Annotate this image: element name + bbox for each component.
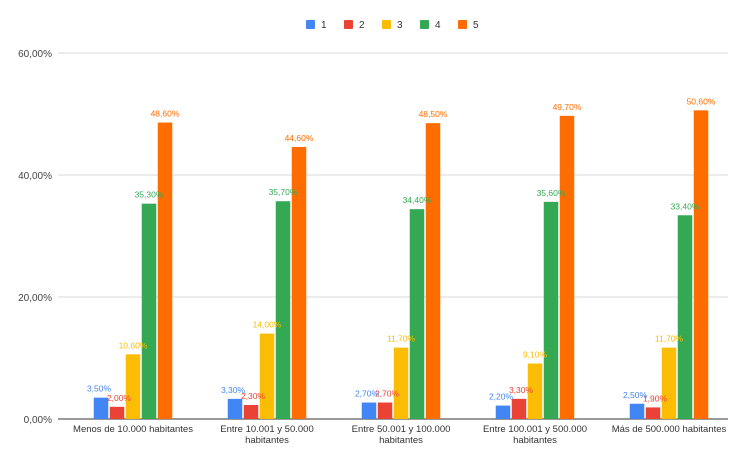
data-label: 2,00%: [107, 393, 132, 403]
bars: [93, 110, 709, 420]
data-label: 3,30%: [509, 385, 534, 395]
bar-series-4: [275, 201, 291, 419]
data-label: 1,90%: [643, 393, 668, 403]
bar-series-3: [259, 333, 275, 419]
data-label: 48,50%: [419, 109, 448, 119]
x-tick-label: Entre 50.001 y 100.000: [352, 424, 451, 435]
bar-series-5: [291, 146, 307, 419]
data-label: 11,70%: [655, 334, 684, 344]
data-label: 50,60%: [687, 96, 716, 106]
data-label: 33,40%: [671, 201, 700, 211]
bar-series-1: [93, 397, 109, 419]
data-label: 14,00%: [253, 320, 282, 330]
bar-series-4: [543, 201, 559, 419]
bar-series-2: [645, 407, 661, 419]
bar-series-3: [661, 347, 677, 419]
x-tick-label: habitantes: [245, 435, 289, 446]
y-tick-label: 0,00%: [24, 415, 52, 426]
legend-swatch: [382, 20, 391, 29]
bar-series-3: [527, 363, 543, 419]
data-label: 2,50%: [623, 390, 648, 400]
x-tick-label: Más de 500.000 habitantes: [612, 424, 727, 435]
bar-series-5: [157, 122, 173, 419]
data-label: 49,70%: [553, 102, 582, 112]
legend-label: 2: [359, 20, 365, 31]
bar-series-1: [227, 398, 243, 419]
bar-series-3: [125, 354, 141, 419]
bar-series-5: [559, 115, 575, 419]
bar-series-1: [495, 405, 511, 419]
data-label: 2,70%: [355, 389, 380, 399]
data-label: 48,60%: [151, 109, 180, 119]
legend-label: 4: [435, 20, 441, 31]
data-label: 11,70%: [387, 334, 416, 344]
x-tick-label: habitantes: [379, 435, 423, 446]
bar-series-2: [243, 404, 259, 419]
bar-series-5: [425, 123, 441, 420]
x-axis-tick-labels: Menos de 10.000 habitantes Entre 10.001 y…: [73, 424, 727, 446]
y-tick-label: 20,00%: [18, 293, 52, 304]
legend: 1 2 3 4 5: [306, 20, 479, 31]
bar-series-4: [409, 209, 425, 419]
data-label: 2,30%: [241, 391, 266, 401]
x-tick-label: Entre 10.001 y 50.000: [220, 424, 314, 435]
x-tick-label: Entre 100.001 y 500.000: [483, 424, 587, 435]
data-label: 9,10%: [523, 349, 548, 359]
data-labels: 3,50%2,00%10,60%35,30%48,60%3,30%2,30%14…: [87, 96, 716, 403]
data-label: 3,50%: [87, 384, 112, 394]
legend-swatch: [344, 20, 353, 29]
data-label: 34,40%: [403, 195, 432, 205]
bar-series-5: [693, 110, 709, 419]
y-tick-label: 60,00%: [18, 49, 52, 60]
data-label: 10,60%: [119, 340, 148, 350]
bar-series-2: [109, 406, 125, 419]
data-label: 35,70%: [269, 187, 298, 197]
legend-label: 1: [321, 20, 327, 31]
legend-label: 3: [397, 20, 403, 31]
data-label: 2,70%: [375, 389, 400, 399]
x-tick-label: habitantes: [513, 435, 557, 446]
y-axis-tick-labels: 0,00% 20,00% 40,00% 60,00%: [18, 49, 52, 426]
data-label: 44,60%: [285, 133, 314, 143]
bar-series-2: [377, 402, 393, 419]
x-tick-label: Menos de 10.000 habitantes: [73, 424, 193, 435]
bar-series-3: [393, 347, 409, 419]
legend-label: 5: [473, 20, 479, 31]
y-tick-label: 40,00%: [18, 171, 52, 182]
bar-series-2: [511, 398, 527, 419]
bar-series-1: [629, 403, 645, 419]
legend-swatch: [420, 20, 429, 29]
bar-series-1: [361, 402, 377, 419]
bar-series-4: [141, 203, 157, 419]
data-label: 35,30%: [135, 190, 164, 200]
data-label: 3,30%: [221, 385, 246, 395]
bar-series-4: [677, 215, 693, 419]
legend-swatch: [458, 20, 467, 29]
data-label: 2,20%: [489, 392, 514, 402]
legend-swatch: [306, 20, 315, 29]
data-label: 35,60%: [537, 188, 566, 198]
